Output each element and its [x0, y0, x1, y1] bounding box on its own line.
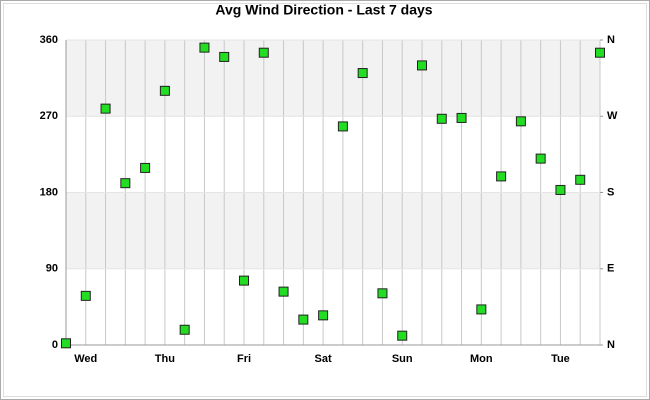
chart-title: Avg Wind Direction - Last 7 days [215, 2, 432, 18]
y-tick-label: 270 [40, 110, 58, 122]
point [61, 338, 71, 349]
point [555, 184, 566, 195]
y-tick-label: 0 [52, 339, 58, 351]
y2-tick-label: N [607, 339, 615, 351]
point [100, 103, 111, 114]
y-tick-label: 180 [40, 186, 58, 198]
x-tick-label: Mon [470, 353, 493, 365]
point [298, 314, 309, 325]
point [318, 310, 329, 321]
point [80, 290, 91, 301]
x-tick-label: Fri [237, 353, 251, 365]
point [377, 288, 388, 299]
point [258, 47, 269, 58]
point [219, 51, 230, 62]
point [535, 153, 546, 164]
point [575, 174, 586, 185]
point [140, 162, 151, 173]
point [357, 68, 368, 79]
point [397, 330, 408, 341]
point [436, 113, 447, 124]
y-tick-label: 90 [46, 263, 58, 275]
y2-tick-label: N [607, 34, 615, 46]
y2-tick-label: S [607, 186, 614, 198]
x-tick-label: Sun [392, 353, 413, 365]
inner-frame [3, 3, 647, 397]
point [239, 275, 249, 286]
x-tick-label: Wed [74, 353, 97, 365]
y-tick-label: 360 [40, 34, 58, 46]
point [159, 85, 170, 96]
y2-tick-label: W [607, 110, 618, 122]
point [417, 60, 427, 71]
point [199, 42, 210, 53]
y2-tick-label: E [607, 263, 614, 275]
plot-band [66, 192, 600, 269]
point [515, 116, 526, 127]
x-tick-label: Tue [551, 353, 570, 365]
point [120, 178, 131, 189]
point [456, 112, 467, 123]
point [179, 324, 190, 335]
point [278, 286, 289, 297]
plot-band [66, 40, 600, 117]
point [476, 304, 487, 315]
point [337, 121, 348, 132]
point [595, 47, 605, 58]
x-tick-label: Thu [155, 353, 175, 365]
x-tick-label: Sat [315, 353, 332, 365]
point [496, 171, 507, 182]
